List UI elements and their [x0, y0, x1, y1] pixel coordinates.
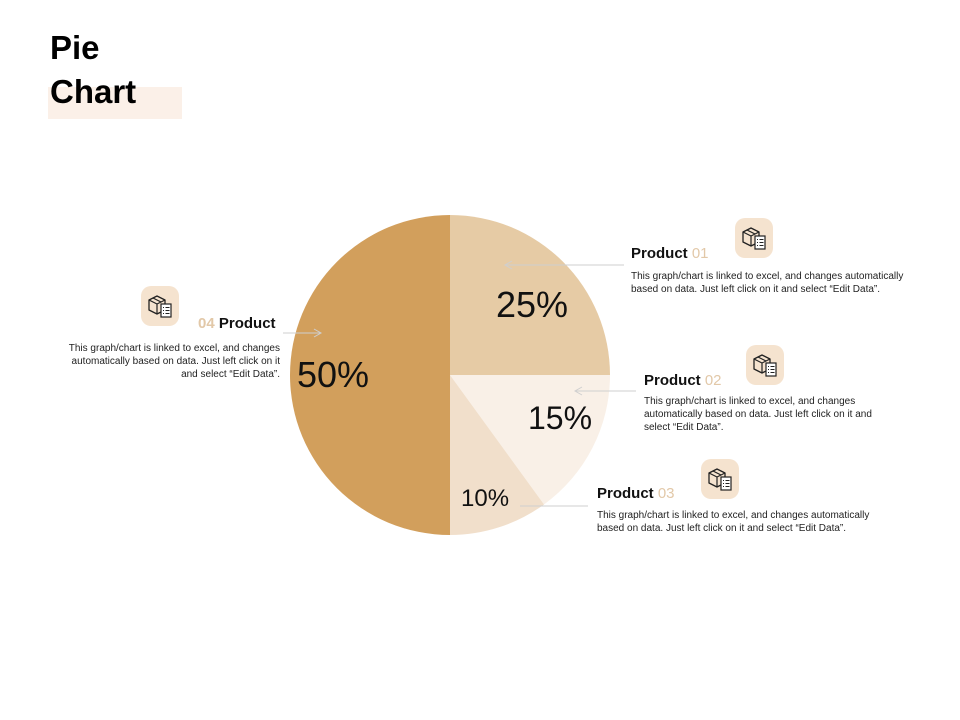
product-03-heading: Product 03: [597, 485, 675, 502]
product-01-description: This graph/chart is linked to excel, and…: [631, 271, 904, 295]
product-03-name: Product: [597, 485, 654, 502]
slice-label-product-03: 10%: [461, 485, 510, 512]
page-title: Pie Chart: [50, 26, 136, 114]
pie-slice-1: [450, 215, 610, 375]
page-title-line-1: Pie: [50, 29, 100, 66]
product-01-number: 01: [691, 245, 709, 262]
connector-product-01: [503, 260, 624, 270]
package-checklist-icon: [148, 295, 172, 318]
product-01-heading: Product 01: [631, 245, 709, 262]
product-02-number: 02: [704, 372, 722, 389]
page-title-line-2: Chart: [50, 73, 137, 110]
pie-slice-4: [290, 215, 450, 535]
product-03-icon-badge: [701, 459, 739, 499]
slice-label-product-02: 15%: [528, 400, 593, 436]
slice-label-product-01: 25%: [496, 284, 569, 325]
product-04-description: This graph/chart is linked to excel, and…: [68, 343, 280, 380]
pie-slice-2: [450, 375, 610, 505]
pie-slice-3: [450, 375, 545, 535]
product-02-heading: Product 02: [644, 372, 722, 389]
product-02-description: This graph/chart is linked to excel, and…: [644, 396, 872, 433]
product-03-number: 03: [657, 485, 675, 502]
product-04-number: 04: [198, 315, 215, 332]
product-03-description: This graph/chart is linked to excel, and…: [597, 510, 870, 534]
product-04-icon-badge: [141, 286, 179, 326]
product-01-name: Product: [631, 245, 688, 262]
package-checklist-icon: [753, 354, 777, 377]
product-02-name: Product: [644, 372, 701, 389]
product-04-name: Product: [218, 315, 276, 332]
package-checklist-icon: [708, 468, 732, 491]
package-checklist-icon: [742, 227, 766, 250]
product-04-heading: 04 Product: [198, 315, 276, 332]
connector-product-02: [573, 386, 636, 396]
title-highlight: [48, 87, 182, 119]
product-02-icon-badge: [746, 345, 784, 385]
connector-product-04: [283, 328, 323, 338]
product-01-icon-badge: [735, 218, 773, 258]
slice-label-product-04: 50%: [297, 354, 370, 395]
